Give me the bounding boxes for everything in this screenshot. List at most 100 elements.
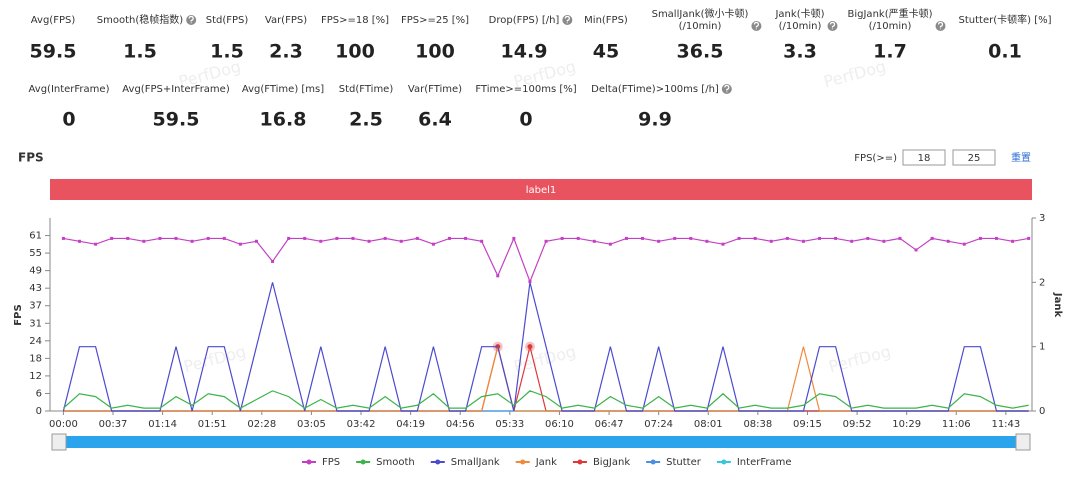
stat-label: FPS>=25 [%]: [401, 15, 469, 26]
fps-point: [1011, 239, 1015, 243]
fps-point: [77, 239, 81, 243]
fps-point: [624, 236, 628, 240]
fps-point: [335, 236, 339, 240]
section-title: FPS: [18, 151, 44, 165]
fps-point: [866, 236, 870, 240]
y-tick-label: 61: [29, 231, 42, 242]
legend-label: FPS: [322, 457, 340, 468]
series-line: [62, 282, 1029, 412]
threshold-value[interactable]: 25: [968, 153, 981, 164]
legend-swatch-dot: [520, 459, 526, 465]
legend-swatch-dot: [650, 459, 656, 465]
y-tick-label: 0: [36, 406, 42, 417]
stat-value: 0: [519, 109, 532, 131]
stat-label: Delta(FTime)>100ms [/h]: [591, 84, 719, 95]
legend-swatch-dot: [721, 459, 727, 465]
legend-label: BigJank: [593, 457, 630, 468]
fps-point: [496, 274, 500, 278]
legend-swatch-dot: [577, 459, 583, 465]
threshold-input[interactable]: [952, 149, 996, 166]
stat-label: Stutter(卡顿率) [%]: [959, 13, 1052, 26]
x-tick-label: 01:14: [148, 419, 177, 430]
stat-label: Drop(FPS) [/h]: [489, 15, 560, 26]
reset-link[interactable]: 重置: [1011, 151, 1031, 164]
fps-point: [544, 239, 548, 243]
threshold-value[interactable]: 18: [918, 153, 931, 164]
fps-point: [174, 236, 178, 240]
fps-point: [721, 242, 725, 246]
stat-label: Jank(卡顿): [774, 7, 824, 20]
stat-value: 59.5: [30, 41, 77, 63]
series-line: [63, 236, 1029, 284]
fps-point: [399, 239, 403, 243]
fps-point: [415, 236, 419, 240]
x-tick-label: 11:06: [942, 419, 971, 430]
fps-point: [657, 239, 661, 243]
stat-label: Avg(FPS+InterFrame): [122, 84, 230, 95]
y-tick-label: 18: [29, 353, 42, 364]
label-banner[interactable]: [50, 179, 1032, 200]
fps-point: [512, 236, 516, 240]
threshold-input[interactable]: [902, 149, 946, 166]
fps-point: [303, 236, 307, 240]
legend-swatch-dot: [306, 459, 312, 465]
y-tick-label: 55: [29, 248, 42, 259]
stat-label: Avg(InterFrame): [29, 84, 110, 95]
fps-point: [834, 236, 838, 240]
stat-label: FPS>=18 [%]: [321, 15, 389, 26]
x-tick-label: 05:33: [495, 419, 524, 430]
help-icon-glyph: [753, 21, 759, 30]
y-tick-label: 31: [29, 318, 42, 329]
zoom-slider[interactable]: [52, 436, 1030, 448]
slider-handle[interactable]: [1015, 433, 1031, 451]
fps-point: [689, 236, 693, 240]
fps-point: [61, 236, 65, 240]
legend-label: Jank: [535, 457, 557, 468]
stat-value: 2.5: [349, 109, 383, 131]
x-tick-label: 04:19: [396, 419, 425, 430]
x-tick-label: 09:52: [843, 419, 872, 430]
x-tick-label: 10:29: [892, 419, 921, 430]
fps-point: [367, 239, 371, 243]
y-tick-label: 49: [29, 266, 42, 277]
help-icon-glyph: [724, 84, 730, 93]
x-tick-label: 06:47: [595, 419, 624, 430]
stat-value: 3.3: [783, 41, 817, 63]
x-tick-label: 08:38: [743, 419, 772, 430]
legend-swatch-dot: [360, 459, 366, 465]
y2-tick-label: 3: [1039, 213, 1045, 224]
y-tick-label: 43: [29, 283, 42, 294]
fps-point: [158, 236, 162, 240]
fps-point: [351, 236, 355, 240]
fps-point: [254, 239, 258, 243]
fps-point: [978, 236, 982, 240]
stat-value: 14.9: [501, 41, 548, 63]
x-tick-label: 07:24: [644, 419, 673, 430]
fps-point: [946, 239, 950, 243]
stat-value: 9.9: [638, 109, 672, 131]
fps-point: [560, 236, 564, 240]
y2-tick-label: 1: [1039, 342, 1045, 353]
bigjank-point: [527, 344, 533, 350]
stat-value: 100: [335, 41, 375, 63]
fps-point: [673, 236, 677, 240]
x-tick-label: 00:00: [49, 419, 78, 430]
stat-label: (/10min): [869, 21, 912, 32]
help-icon-glyph: [188, 15, 194, 24]
fps-point: [206, 236, 210, 240]
fps-point: [641, 236, 645, 240]
fps-point: [287, 236, 291, 240]
x-tick-label: 11:43: [991, 419, 1020, 430]
legend-label: Smooth: [376, 457, 415, 468]
help-icon-glyph: [937, 21, 944, 30]
x-tick-label: 09:15: [793, 419, 822, 430]
slider-handle[interactable]: [51, 433, 67, 451]
banner-text: label1: [526, 185, 557, 196]
stat-value: 1.5: [123, 41, 157, 63]
fps-point: [464, 236, 468, 240]
fps-point: [110, 236, 114, 240]
stat-label: Var(FTime): [408, 84, 462, 95]
fps-point: [383, 236, 387, 240]
stat-value: 0: [62, 109, 75, 131]
